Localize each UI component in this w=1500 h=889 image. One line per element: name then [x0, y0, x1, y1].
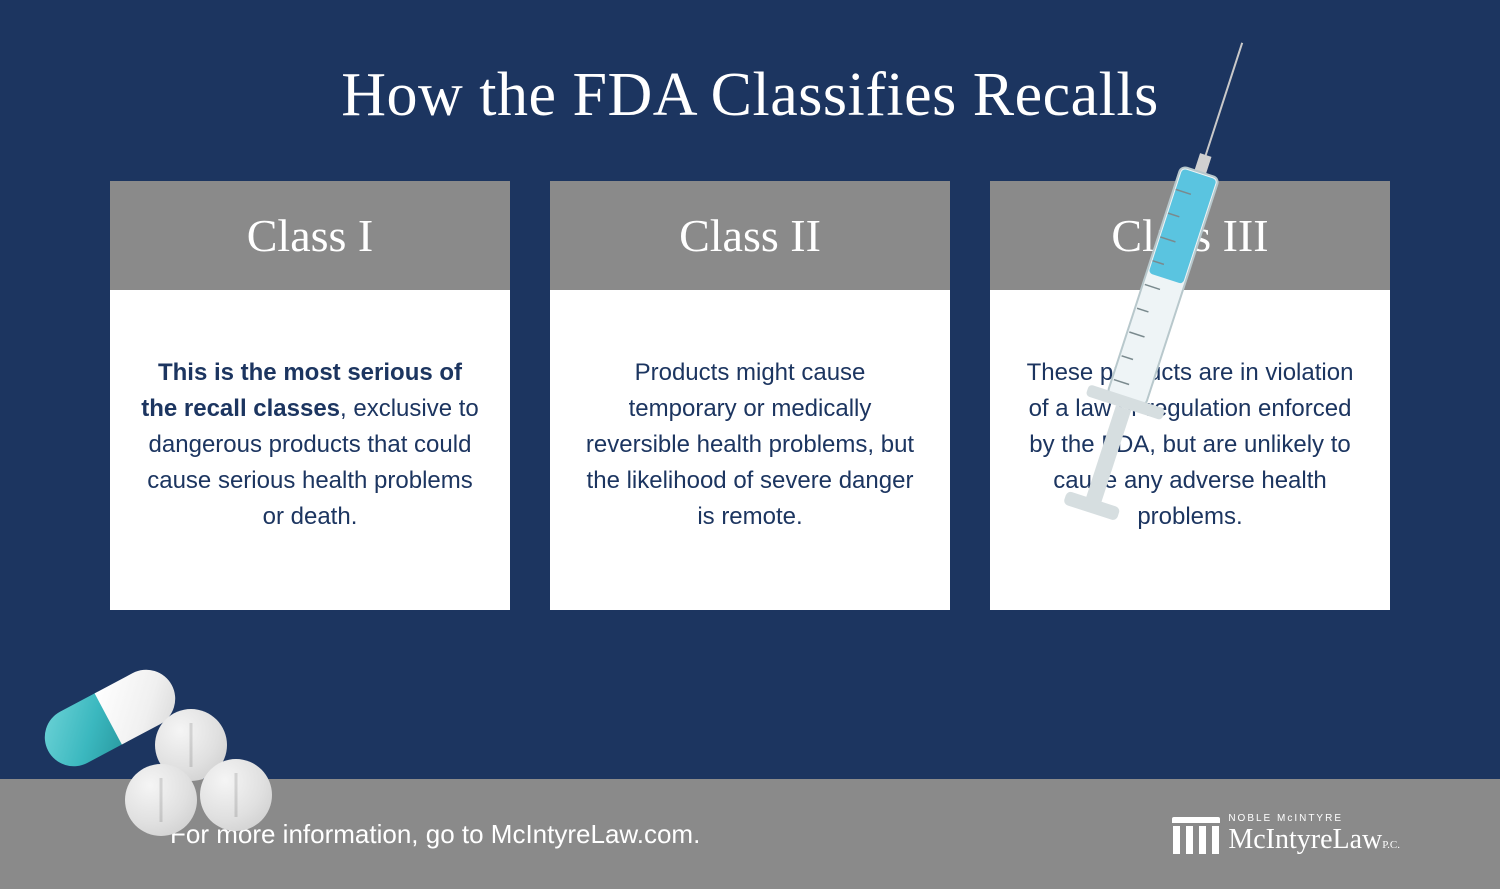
logo: NOBLE McINTYRE McIntyreLawP.C. [1172, 814, 1400, 854]
logo-suffix: P.C. [1382, 839, 1400, 851]
card-header: Class I [110, 181, 510, 290]
logo-main-inner: McIntyreLaw [1228, 824, 1382, 855]
card-body: This is the most serious of the recall c… [110, 290, 510, 610]
card-class-1: Class I This is the most serious of the … [110, 181, 510, 610]
tablet-icon [125, 764, 197, 836]
logo-small-text: NOBLE McINTYRE [1228, 814, 1400, 824]
logo-pillar-icon [1172, 817, 1220, 854]
card-body-text: Products might cause temporary or medica… [586, 359, 914, 530]
tablet-icon [200, 759, 272, 831]
card-header: Class II [550, 181, 950, 290]
logo-main-text: McIntyreLawP.C. [1228, 826, 1400, 854]
card-body: Products might cause temporary or medica… [550, 290, 950, 610]
card-class-2: Class II Products might cause temporary … [550, 181, 950, 610]
pills-icon [40, 659, 300, 839]
